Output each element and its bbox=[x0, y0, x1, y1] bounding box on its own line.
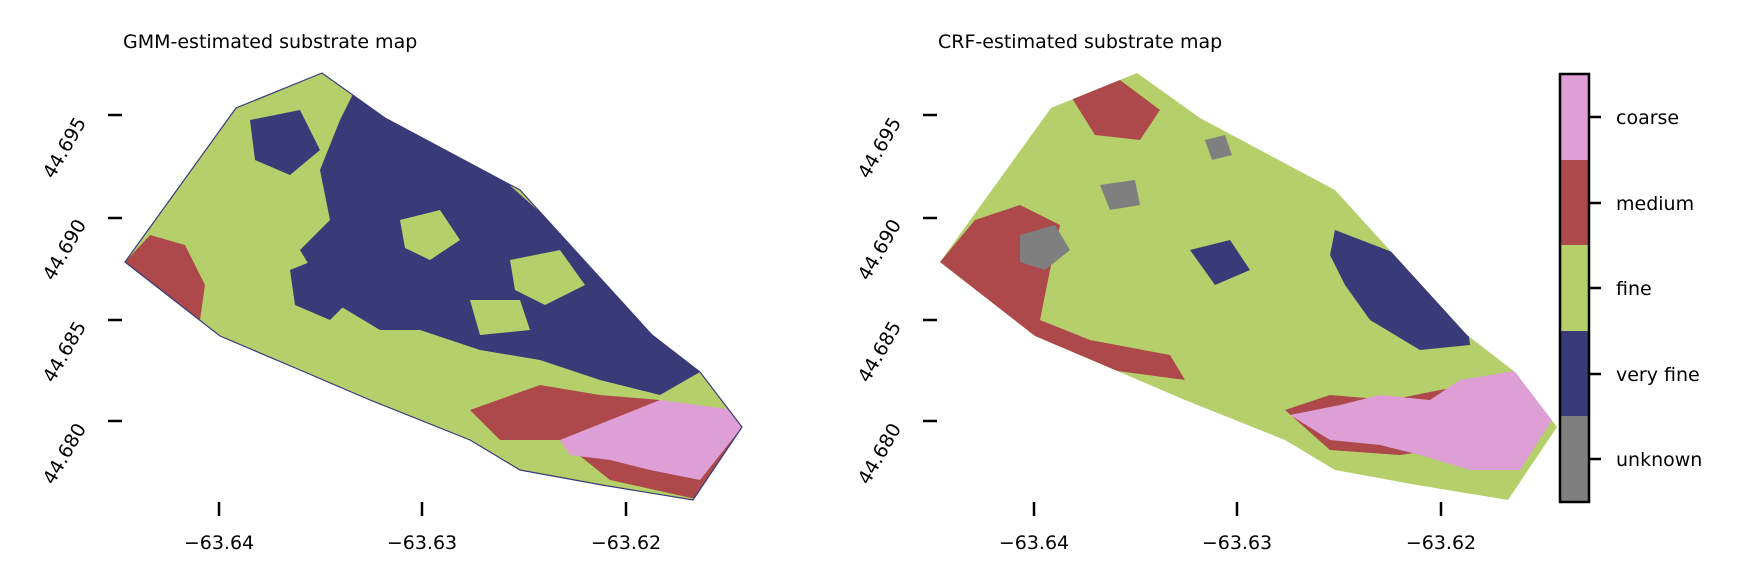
gmm-fine-patch-a bbox=[400, 210, 460, 260]
crf-medium-region-west bbox=[940, 205, 1185, 380]
gmm-panel-title: GMM-estimated substrate map bbox=[123, 31, 417, 53]
gmm-y-tick-label: 44.695 bbox=[39, 114, 91, 183]
gmm-fine-patch-c bbox=[470, 300, 530, 335]
colorbar-swatch-fine bbox=[1560, 245, 1589, 331]
crf-panel: CRF-estimated substrate map 44.680 44.68… bbox=[854, 31, 1557, 554]
crf-very-fine-patch bbox=[1190, 240, 1250, 285]
crf-y-tick-label: 44.690 bbox=[854, 216, 906, 285]
crf-coarse-region bbox=[1290, 370, 1552, 470]
crf-y-tick-label: 44.685 bbox=[854, 318, 906, 387]
legend-label-coarse: coarse bbox=[1616, 107, 1679, 129]
crf-unknown-patch-3 bbox=[1205, 135, 1232, 160]
legend-label-very-fine: very fine bbox=[1616, 364, 1700, 386]
substrate-colorbar: coarse medium fine very fine unknown bbox=[1558, 72, 1702, 504]
crf-y-tick-label: 44.695 bbox=[854, 114, 906, 183]
crf-medium-region-north bbox=[1070, 80, 1160, 140]
crf-y-tick-label: 44.680 bbox=[854, 420, 906, 489]
crf-x-axis: −63.64 −63.63 −63.62 bbox=[999, 502, 1476, 554]
crf-x-tick-label: −63.63 bbox=[1202, 532, 1272, 554]
crf-y-axis: 44.680 44.685 44.690 44.695 bbox=[854, 114, 937, 489]
gmm-x-axis: −63.64 −63.63 −63.62 bbox=[184, 502, 661, 554]
gmm-y-tick-label: 44.680 bbox=[39, 420, 91, 489]
gmm-x-tick-label: −63.63 bbox=[387, 532, 457, 554]
crf-x-tick-label: −63.62 bbox=[1406, 532, 1476, 554]
colorbar-swatch-coarse bbox=[1560, 74, 1589, 160]
colorbar-swatch-medium bbox=[1560, 160, 1589, 245]
gmm-panel: GMM-estimated substrate map 44.680 44.68… bbox=[39, 31, 743, 554]
legend-label-fine: fine bbox=[1616, 278, 1652, 300]
legend-label-unknown: unknown bbox=[1616, 449, 1702, 471]
gmm-y-tick-label: 44.685 bbox=[39, 318, 91, 387]
gmm-substrate-map bbox=[125, 73, 742, 500]
gmm-very-fine-patch-2 bbox=[250, 110, 320, 175]
legend-label-medium: medium bbox=[1616, 193, 1694, 215]
gmm-x-tick-label: −63.62 bbox=[591, 532, 661, 554]
gmm-x-tick-label: −63.64 bbox=[184, 532, 254, 554]
crf-unknown-patch-2 bbox=[1100, 180, 1140, 210]
crf-panel-title: CRF-estimated substrate map bbox=[938, 31, 1222, 53]
gmm-y-axis: 44.680 44.685 44.690 44.695 bbox=[39, 114, 122, 489]
crf-x-tick-label: −63.64 bbox=[999, 532, 1069, 554]
gmm-coarse-region bbox=[560, 400, 742, 480]
gmm-fine-patch-b bbox=[510, 250, 585, 305]
colorbar-swatch-unknown bbox=[1560, 416, 1589, 502]
crf-substrate-map bbox=[940, 73, 1557, 500]
crf-very-fine-region-east bbox=[1330, 230, 1470, 350]
crf-unknown-patch-1 bbox=[1020, 225, 1070, 270]
colorbar-swatch-very-fine bbox=[1560, 331, 1589, 416]
gmm-very-fine-patch-4 bbox=[290, 250, 360, 320]
gmm-y-tick-label: 44.690 bbox=[39, 216, 91, 285]
